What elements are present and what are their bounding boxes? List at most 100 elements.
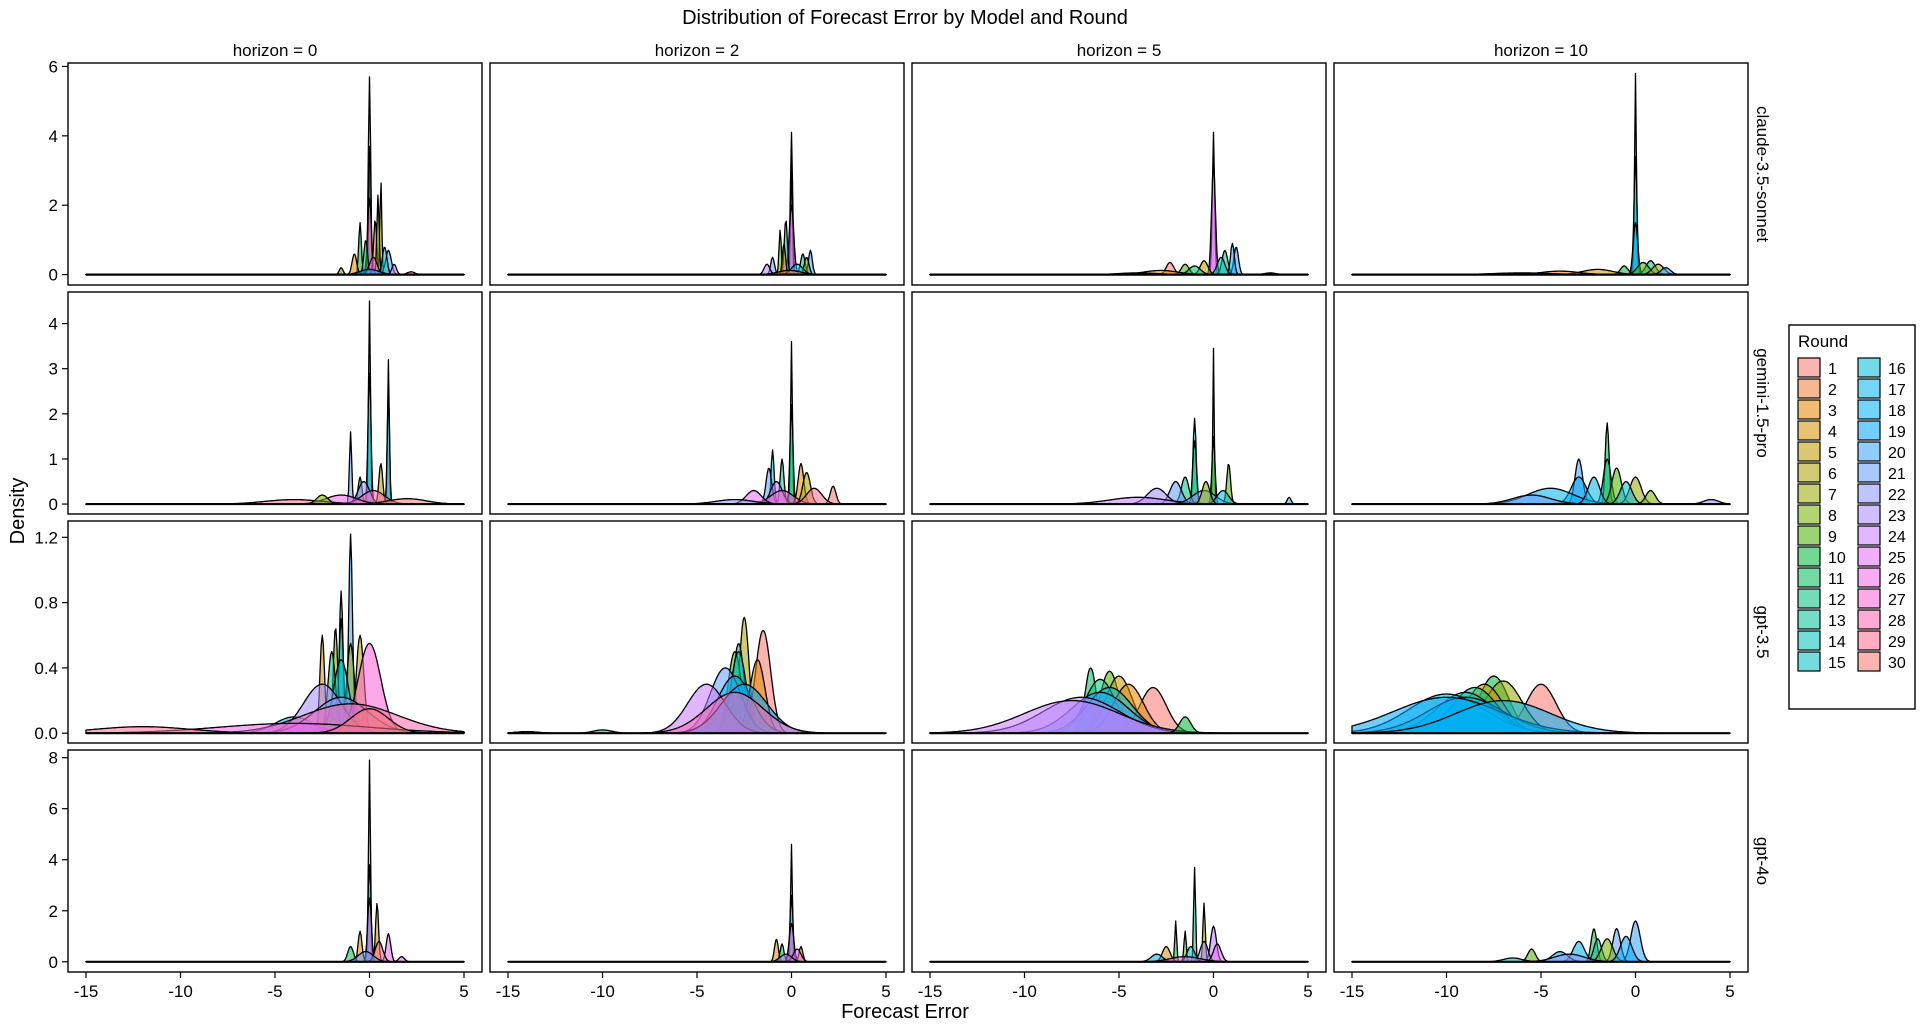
density-curve-round-3	[85, 253, 465, 276]
density-curve-round-21	[85, 950, 465, 963]
density-layer	[507, 843, 887, 963]
panel	[1333, 291, 1749, 515]
legend-key-10	[1797, 546, 1821, 567]
density-curve-round-15	[507, 159, 887, 276]
density-curve-round-26	[85, 256, 465, 276]
panel	[489, 62, 905, 286]
panel-frame	[489, 62, 905, 286]
density-curve-round-21	[1351, 494, 1731, 505]
density-curve-round-11	[507, 404, 887, 505]
legend-key-16	[1857, 357, 1881, 378]
legend-key-11	[1797, 567, 1821, 588]
y-tick-label: 2	[49, 405, 58, 424]
density-layer	[85, 300, 465, 506]
density-curve-round-19	[85, 386, 465, 505]
density-curve-round-21	[85, 431, 465, 505]
density-layer	[929, 667, 1309, 735]
legend-label: 3	[1828, 403, 1837, 420]
density-curve-round-24	[507, 263, 887, 276]
y-tick-label: 4	[49, 127, 58, 146]
x-tick-label: -10	[168, 982, 193, 1001]
density-curve-round-5	[85, 182, 465, 276]
legend-key-15	[1797, 651, 1821, 672]
density-curve-round-15	[507, 894, 887, 963]
density-curve-round-17	[1351, 221, 1731, 276]
legend-key-23	[1857, 504, 1881, 525]
density-curve-round-25	[929, 162, 1309, 276]
density-curve-round-14	[85, 618, 465, 734]
y-tick-label: 1.2	[34, 528, 58, 547]
legend-label: 8	[1828, 508, 1837, 525]
density-curve-round-3	[507, 938, 887, 963]
y-tick-label: 6	[49, 57, 58, 76]
legend-key-14	[1797, 630, 1821, 651]
density-curve-round-7	[929, 902, 1309, 963]
density-curve-round-20	[85, 533, 465, 734]
y-tick-label: 0	[49, 953, 58, 972]
density-curve-round-9	[929, 930, 1309, 963]
row-label: gpt-3.5	[1753, 606, 1772, 659]
legend-key-27	[1857, 588, 1881, 609]
density-curve-round-27	[507, 922, 887, 963]
x-tick-label: 5	[881, 982, 890, 1001]
legend-key-20	[1857, 441, 1881, 462]
legend-key-12	[1797, 588, 1821, 609]
legend-label: 18	[1888, 403, 1906, 420]
panel: 0 2 4 6	[49, 57, 483, 286]
density-curve-round-10	[929, 435, 1309, 505]
density-curve-round-10	[929, 920, 1309, 963]
density-curve-round-4	[929, 945, 1309, 963]
y-tick-label: 1	[49, 450, 58, 469]
x-axis-label: Forecast Error	[841, 1001, 969, 1023]
density-curve-round-24	[507, 953, 887, 963]
legend-label: 30	[1888, 655, 1906, 672]
panel	[489, 291, 905, 515]
density-curve-round-1	[929, 261, 1309, 276]
legend-label: 24	[1888, 529, 1906, 546]
column-label: horizon = 0	[233, 41, 318, 60]
y-tick-label: 0	[49, 495, 58, 514]
density-curve-round-12	[929, 866, 1309, 963]
legend-label: 19	[1888, 424, 1906, 441]
panel: -15 -10 -5 0 5	[911, 749, 1327, 1001]
panel	[489, 520, 905, 744]
legend-label: 16	[1888, 361, 1906, 378]
column-label: horizon = 5	[1077, 41, 1162, 60]
density-curve-round-23	[929, 940, 1309, 963]
y-tick-label: 2	[49, 196, 58, 215]
density-curve-round-8	[85, 628, 465, 734]
density-curve-round-15	[85, 145, 465, 276]
column-label: horizon = 10	[1494, 41, 1588, 60]
density-curve-round-19	[1351, 72, 1731, 276]
x-tick-label: -15	[918, 982, 943, 1001]
panel: -15 -10 -5 0 5	[489, 749, 905, 1001]
legend-label: 11	[1828, 571, 1845, 588]
x-tick-label: 5	[1725, 982, 1734, 1001]
x-tick-label: -5	[1533, 982, 1548, 1001]
legend-key-26	[1857, 567, 1881, 588]
y-tick-label: 3	[49, 360, 58, 379]
legend-key-22	[1857, 483, 1881, 504]
density-curve-round-4	[929, 347, 1309, 505]
density-curve-round-24	[929, 131, 1309, 276]
legend-label: 23	[1888, 508, 1906, 525]
legend-key-1	[1797, 357, 1821, 378]
density-curve-round-14	[507, 340, 887, 505]
y-tick-label: 8	[49, 749, 58, 768]
x-tick-label: -15	[496, 982, 521, 1001]
density-curve-round-10	[85, 221, 465, 276]
density-curve-round-14	[929, 256, 1309, 276]
density-layer	[1351, 920, 1731, 963]
panel-frame	[911, 749, 1327, 973]
density-curve-round-9	[507, 229, 887, 276]
density-curve-round-25	[85, 933, 465, 963]
y-tick-label: 4	[49, 851, 58, 870]
legend-label: 25	[1888, 550, 1906, 567]
legend: Round12345678910111213141516171819202122…	[1788, 324, 1916, 710]
panel: 0 2 4 6 8 -15 -10 -5 0 5	[49, 749, 483, 1001]
legend-key-13	[1797, 609, 1821, 630]
panel-frame	[1333, 520, 1749, 744]
legend-key-4	[1797, 420, 1821, 441]
x-tick-label: 0	[365, 982, 374, 1001]
panel: 0.0 0.4 0.8 1.2	[34, 520, 483, 744]
